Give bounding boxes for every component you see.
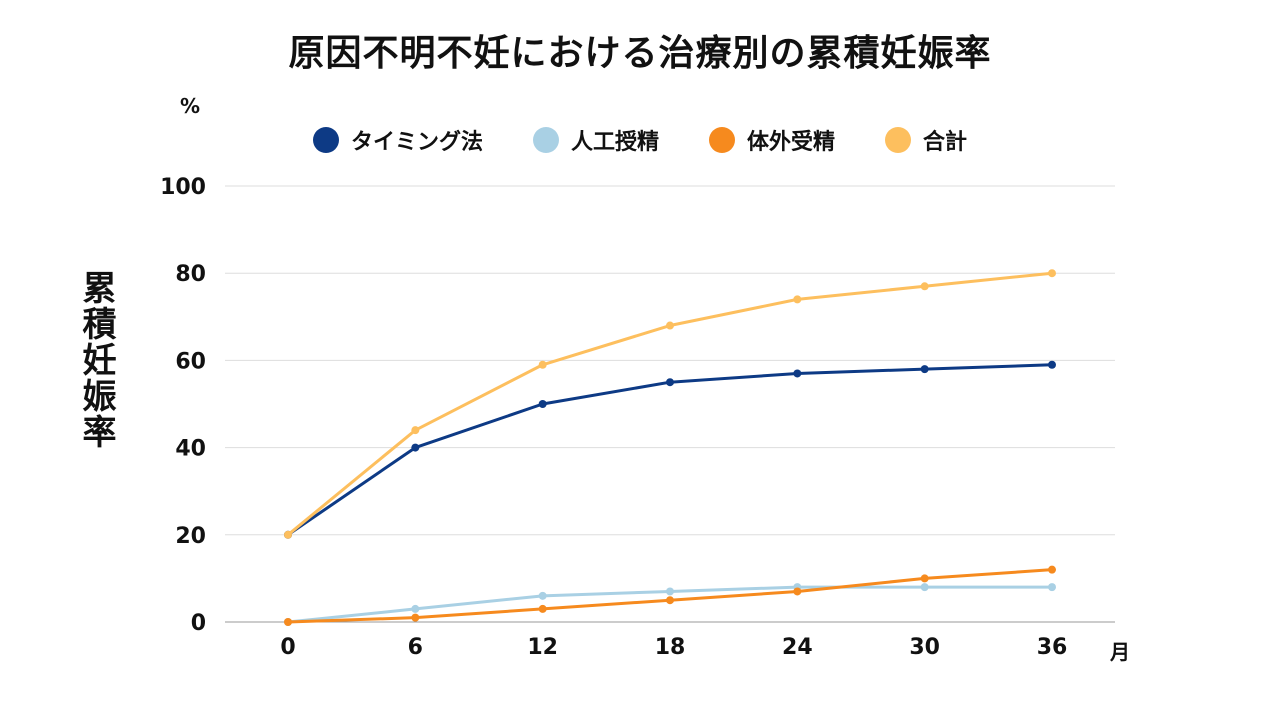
legend-marker-ivf bbox=[709, 127, 735, 153]
data-point-iui-18[interactable] bbox=[666, 587, 674, 596]
legend-label-timing: タイミング法 bbox=[350, 130, 483, 155]
x-unit-label: 月 bbox=[1110, 640, 1130, 664]
y-unit-label: % bbox=[180, 94, 201, 118]
data-point-total-6[interactable] bbox=[411, 426, 420, 435]
legend-item-iui[interactable]: 人工授精 bbox=[532, 124, 659, 156]
data-point-iui-6[interactable] bbox=[411, 604, 420, 613]
data-point-ivf-0[interactable] bbox=[284, 618, 292, 626]
data-point-timing-36[interactable] bbox=[1048, 360, 1056, 369]
data-point-timing-6[interactable] bbox=[411, 443, 420, 452]
data-point-ivf-24[interactable] bbox=[793, 587, 802, 596]
y-axis-title: 累積妊娠率 bbox=[76, 270, 116, 450]
legend-label-ivf: 体外受精 bbox=[747, 130, 836, 155]
series-timing bbox=[284, 360, 1056, 539]
data-point-total-0[interactable] bbox=[284, 530, 292, 539]
x-tick-label-6: 6 bbox=[408, 635, 423, 660]
data-point-timing-18[interactable] bbox=[666, 378, 674, 387]
data-point-ivf-12[interactable] bbox=[538, 604, 547, 613]
data-point-ivf-18[interactable] bbox=[666, 596, 674, 605]
series-line-timing bbox=[286, 363, 1054, 537]
legend-label-total: 合計 bbox=[923, 130, 968, 155]
data-point-timing-12[interactable] bbox=[538, 400, 547, 408]
y-tick-label-100: 100 bbox=[160, 175, 206, 200]
data-point-timing-24[interactable] bbox=[793, 369, 802, 378]
y-tick-label-40: 40 bbox=[175, 437, 206, 462]
grid-layer bbox=[225, 185, 1115, 623]
y-tick-label-20: 20 bbox=[175, 524, 206, 549]
data-point-iui-12[interactable] bbox=[538, 591, 547, 600]
legend-item-total[interactable]: 合計 bbox=[885, 124, 967, 156]
x-tick-label-30: 30 bbox=[909, 635, 940, 660]
data-point-ivf-6[interactable] bbox=[411, 613, 420, 622]
chart-title: 原因不明不妊における治療別の累積妊娠率 bbox=[288, 33, 992, 74]
legend-marker-iui bbox=[532, 127, 559, 153]
x-tick-label-36: 36 bbox=[1037, 635, 1068, 660]
x-tick-label-24: 24 bbox=[782, 635, 813, 660]
series-layer bbox=[284, 269, 1056, 626]
data-point-ivf-30[interactable] bbox=[920, 574, 929, 583]
series-line-total bbox=[286, 271, 1054, 537]
data-point-total-18[interactable] bbox=[666, 321, 674, 330]
legend-item-timing[interactable]: タイミング法 bbox=[312, 124, 483, 156]
data-point-total-30[interactable] bbox=[920, 282, 929, 291]
data-point-total-36[interactable] bbox=[1048, 269, 1056, 278]
data-point-total-12[interactable] bbox=[538, 360, 547, 369]
series-line-ivf bbox=[286, 568, 1054, 624]
data-point-iui-36[interactable] bbox=[1048, 583, 1056, 592]
data-point-total-24[interactable] bbox=[793, 295, 802, 304]
x-tick-label-12: 12 bbox=[527, 635, 558, 660]
y-tick-label-60: 60 bbox=[175, 349, 206, 374]
x-tick-label-18: 18 bbox=[655, 635, 686, 660]
series-ivf bbox=[284, 565, 1056, 626]
series-total bbox=[284, 269, 1056, 539]
axis-layer: 0 20 40 60 80 100 0 6 12 18 24 30 36 bbox=[160, 175, 1067, 660]
legend: タイミング法 人工授精 体外受精 合計 bbox=[0, 122, 1280, 158]
data-point-timing-30[interactable] bbox=[920, 365, 929, 374]
y-tick-label-0: 0 bbox=[191, 611, 206, 636]
y-tick-label-80: 80 bbox=[175, 262, 206, 287]
data-point-iui-30[interactable] bbox=[920, 583, 929, 592]
legend-marker-total bbox=[885, 127, 912, 153]
legend-marker-timing bbox=[312, 127, 339, 153]
legend-label-iui: 人工授精 bbox=[570, 130, 659, 155]
data-point-ivf-36[interactable] bbox=[1048, 565, 1056, 574]
legend-item-ivf[interactable]: 体外受精 bbox=[709, 124, 835, 156]
x-tick-label-0: 0 bbox=[280, 635, 295, 660]
